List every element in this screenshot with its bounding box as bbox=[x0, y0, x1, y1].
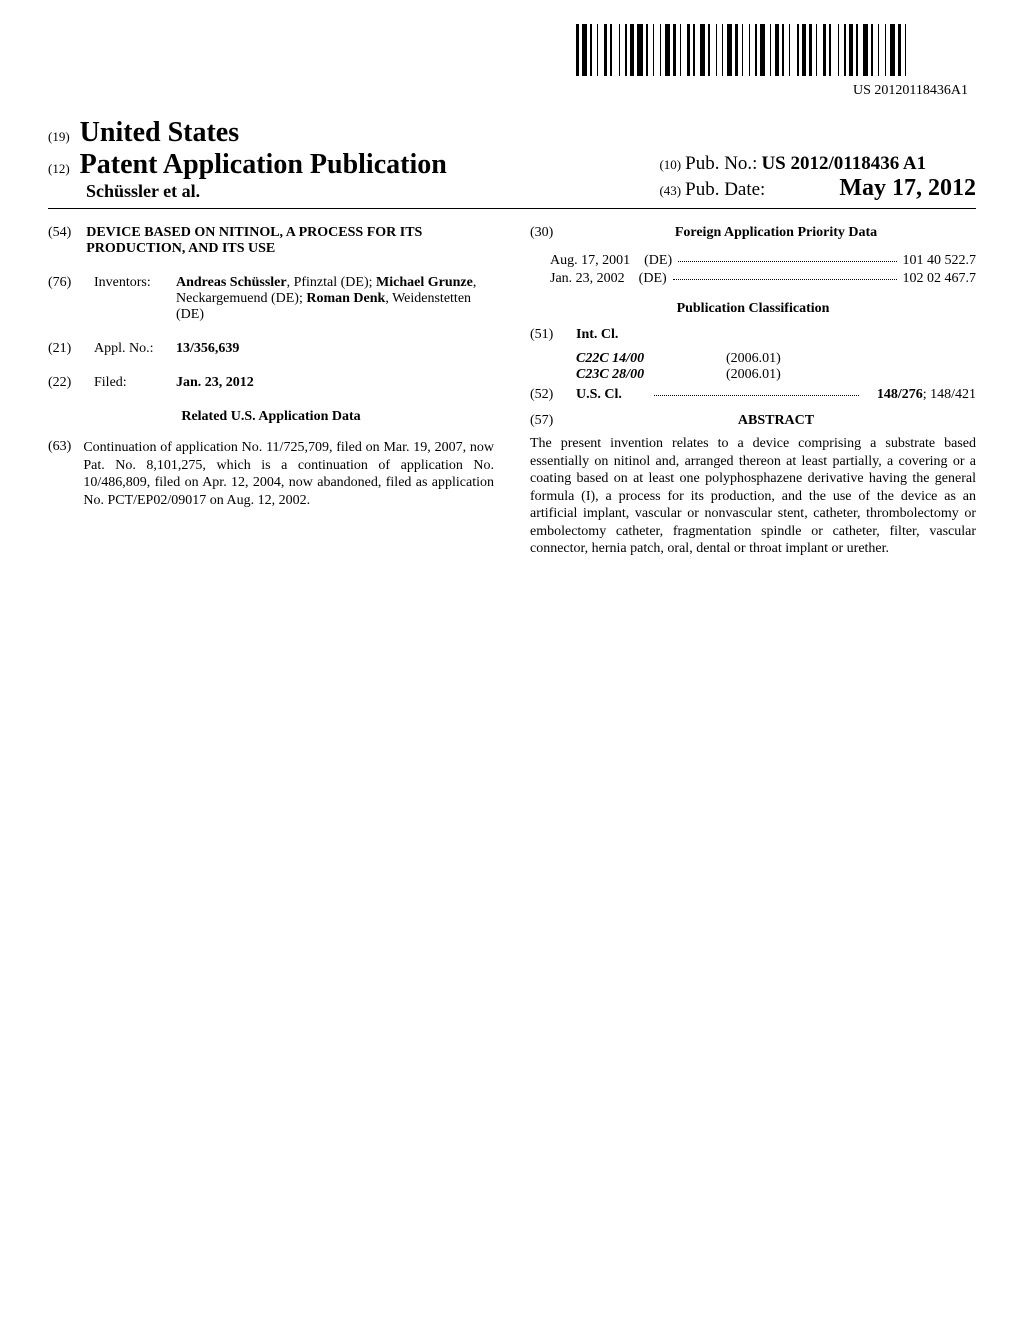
priority-date: Aug. 17, 2001 bbox=[550, 253, 630, 269]
abstract-text: The present invention relates to a devic… bbox=[530, 435, 976, 558]
int-cl-version: (2006.01) bbox=[726, 351, 781, 367]
appl-no: 13/356,639 bbox=[176, 341, 239, 357]
inventors-list: Andreas Schüssler, Pfinztal (DE); Michae… bbox=[176, 275, 494, 323]
foreign-priority-header: Foreign Application Priority Data bbox=[576, 225, 976, 241]
code-57: (57) bbox=[530, 413, 564, 429]
pub-no: US 2012/0118436 A1 bbox=[761, 153, 926, 174]
priority-data: Aug. 17, 2001 (DE) 101 40 522.7 Jan. 23, 20… bbox=[530, 253, 976, 287]
dot-leader bbox=[678, 253, 896, 262]
code-30: (30) bbox=[530, 225, 564, 241]
priority-number: 101 40 522.7 bbox=[903, 253, 977, 269]
int-cl-label: Int. Cl. bbox=[576, 327, 618, 343]
code-43: (43) bbox=[659, 183, 681, 198]
pub-no-label: Pub. No.: bbox=[685, 153, 757, 174]
int-cl-code: C23C 28/00 bbox=[576, 367, 686, 383]
int-cl-list: C22C 14/00 (2006.01) C23C 28/00 (2006.01) bbox=[576, 351, 976, 383]
divider bbox=[48, 208, 976, 209]
dot-leader bbox=[654, 387, 859, 396]
country: United States bbox=[80, 117, 239, 149]
code-12: (12) bbox=[48, 161, 70, 177]
filed-label: Filed: bbox=[94, 375, 164, 391]
code-19: (19) bbox=[48, 129, 70, 145]
priority-row: Jan. 23, 2002 (DE) 102 02 467.7 bbox=[550, 271, 976, 287]
appl-no-label: Appl. No.: bbox=[94, 341, 164, 357]
barcode-number: US 20120118436A1 bbox=[48, 83, 968, 99]
header-block: (19) United States (12) Patent Applicati… bbox=[48, 117, 976, 202]
abstract-header: ABSTRACT bbox=[576, 413, 976, 429]
dot-leader bbox=[673, 271, 897, 280]
pub-classification-header: Publication Classification bbox=[530, 301, 976, 317]
pub-app-title: Patent Application Publication bbox=[80, 149, 447, 181]
priority-date: Jan. 23, 2002 bbox=[550, 271, 625, 287]
pub-date-label: Pub. Date: bbox=[685, 179, 765, 200]
code-54: (54) bbox=[48, 225, 74, 257]
code-76: (76) bbox=[48, 275, 82, 323]
authors-line: Schüssler et al. bbox=[86, 181, 447, 202]
priority-country: (DE) bbox=[644, 253, 672, 269]
code-52: (52) bbox=[530, 387, 564, 403]
int-cl-item: C22C 14/00 (2006.01) bbox=[576, 351, 976, 367]
us-cl-label: U.S. Cl. bbox=[576, 387, 636, 403]
pub-date: May 17, 2012 bbox=[839, 175, 976, 201]
invention-title: DEVICE BASED ON NITINOL, A PROCESS FOR I… bbox=[86, 225, 494, 257]
int-cl-item: C23C 28/00 (2006.01) bbox=[576, 367, 976, 383]
code-21: (21) bbox=[48, 341, 82, 357]
us-cl-primary: 148/276 bbox=[877, 387, 923, 402]
left-column: (54) DEVICE BASED ON NITINOL, A PROCESS … bbox=[48, 225, 494, 558]
barcode-area bbox=[48, 24, 976, 81]
code-63: (63) bbox=[48, 439, 71, 509]
priority-country: (DE) bbox=[639, 271, 667, 287]
priority-number: 102 02 467.7 bbox=[903, 271, 977, 287]
us-cl-secondary: ; 148/421 bbox=[923, 387, 976, 402]
continuation-text: Continuation of application No. 11/725,7… bbox=[83, 439, 494, 509]
barcode-graphic bbox=[576, 24, 976, 76]
related-data-header: Related U.S. Application Data bbox=[48, 409, 494, 425]
int-cl-version: (2006.01) bbox=[726, 367, 781, 383]
priority-row: Aug. 17, 2001 (DE) 101 40 522.7 bbox=[550, 253, 976, 269]
code-22: (22) bbox=[48, 375, 82, 391]
inventors-label: Inventors: bbox=[94, 275, 164, 323]
code-51: (51) bbox=[530, 327, 564, 343]
body-columns: (54) DEVICE BASED ON NITINOL, A PROCESS … bbox=[48, 225, 976, 558]
int-cl-code: C22C 14/00 bbox=[576, 351, 686, 367]
filed-date: Jan. 23, 2012 bbox=[176, 375, 254, 391]
right-column: (30) Foreign Application Priority Data A… bbox=[530, 225, 976, 558]
code-10: (10) bbox=[659, 157, 681, 172]
